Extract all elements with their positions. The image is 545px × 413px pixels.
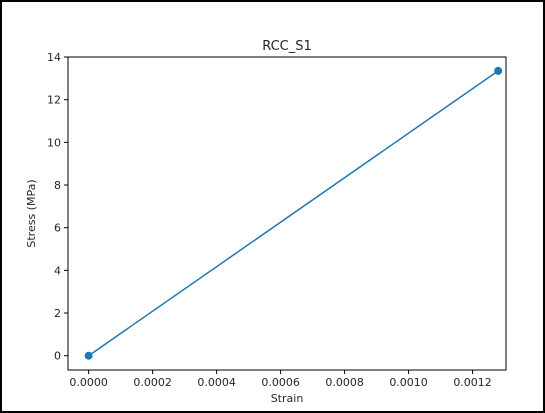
y-tick-label: 14 xyxy=(47,51,61,64)
y-tick-label: 10 xyxy=(47,136,61,149)
y-axis-ticks: 0 2 4 6 8 10 12 14 xyxy=(47,51,68,363)
series-line xyxy=(88,70,499,357)
x-tick-label: 0.0002 xyxy=(133,376,172,389)
x-tick-label: 0.0010 xyxy=(389,376,428,389)
x-axis-ticks: 0.0000 0.0002 0.0004 0.0006 0.0008 0.0010 0.00… xyxy=(69,370,492,389)
y-axis-label: Stress (MPa) xyxy=(25,179,38,247)
y-tick-label: 6 xyxy=(54,222,61,235)
y-tick-label: 4 xyxy=(54,264,61,277)
data-point xyxy=(84,351,93,360)
y-tick-label: 0 xyxy=(54,350,61,363)
plot-area xyxy=(67,56,507,371)
chart-title: RCC_S1 xyxy=(262,39,312,54)
data-point xyxy=(494,66,503,75)
x-tick-label: 0.0004 xyxy=(197,376,236,389)
x-tick-label: 0.0012 xyxy=(453,376,492,389)
y-tick-label: 8 xyxy=(54,179,61,192)
x-tick-label: 0.0006 xyxy=(261,376,300,389)
x-tick-label: 0.0008 xyxy=(325,376,364,389)
y-tick-label: 2 xyxy=(54,307,61,320)
x-tick-label: 0.0000 xyxy=(69,376,108,389)
y-tick-label: 12 xyxy=(47,94,61,107)
x-axis-label: Strain xyxy=(271,392,304,405)
plot-layer xyxy=(84,66,503,360)
